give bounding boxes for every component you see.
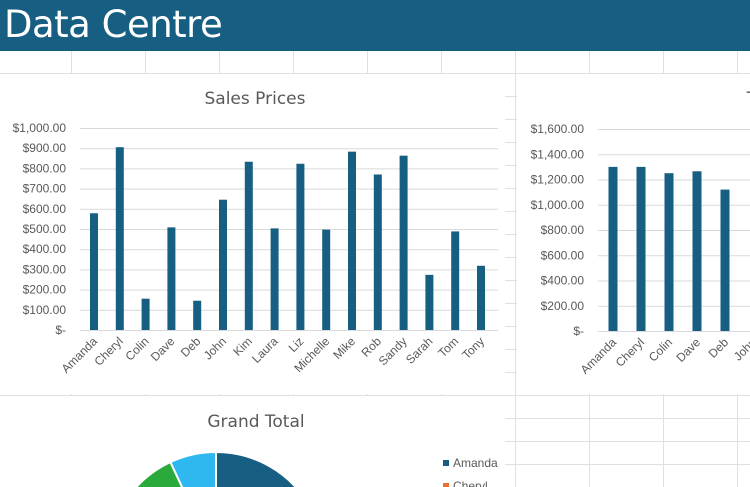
bar-laura[interactable] [270, 228, 279, 330]
y-tick-label: $800.00 [23, 161, 67, 175]
bar-dave[interactable] [167, 227, 176, 330]
y-tick-label: $500.00 [23, 222, 67, 236]
y-tick-label: $1,600.00 [531, 122, 585, 136]
page-header: Data Centre [0, 0, 750, 51]
page-title: Data Centre [4, 3, 223, 46]
legend-label: Amanda [453, 456, 498, 470]
bar-dave[interactable] [692, 171, 702, 331]
legend-swatch [443, 483, 449, 487]
totals-bar-chart[interactable]: T $- $200.00 $400.00 $600.00 $800.00 $1,000.00… [517, 74, 750, 394]
bar-colin[interactable] [141, 298, 150, 330]
spreadsheet-grid[interactable]: Sales Prices $- $100.00 $200.00 $300.00 $400.… [0, 51, 750, 487]
bar-john[interactable] [219, 199, 227, 330]
y-tick-label: $1,400.00 [531, 147, 585, 161]
bar-deb[interactable] [720, 189, 730, 331]
y-tick-label: $100.00 [23, 303, 67, 317]
y-tick-label: $200.00 [541, 299, 585, 313]
bar-sandy[interactable] [399, 155, 408, 330]
y-tick-label: $600.00 [541, 248, 585, 262]
bar-amanda[interactable] [90, 213, 98, 330]
legend-swatch [443, 460, 449, 466]
bar-sarah[interactable] [425, 274, 434, 330]
y-tick-label: $- [55, 323, 66, 337]
pie-slice-amanda[interactable] [215, 450, 308, 487]
bar-mike[interactable] [348, 151, 356, 330]
y-tick-label: $900.00 [23, 141, 67, 155]
sheet-canvas: Sales Prices $- $100.00 $200.00 $300.00 $400.… [0, 51, 750, 487]
bar-liz[interactable] [296, 163, 305, 330]
pie-slice-green[interactable] [133, 460, 216, 487]
bar-tom[interactable] [451, 231, 460, 330]
bar-michelle[interactable] [322, 229, 331, 330]
chart-title: T [746, 89, 750, 109]
chart-title: Sales Prices [205, 89, 306, 109]
y-tick-label: $1,000.00 [531, 198, 585, 212]
chart-title: Grand Total [207, 412, 304, 432]
bar-tony[interactable] [477, 265, 485, 330]
y-tick-label: $1,200.00 [531, 173, 585, 187]
y-tick-label: $300.00 [23, 262, 67, 276]
y-tick-label: $400.00 [23, 242, 67, 256]
bar-colin[interactable] [664, 173, 674, 331]
y-tick-label: $400.00 [541, 274, 585, 288]
bar-kim[interactable] [244, 161, 253, 330]
bar-rob[interactable] [373, 174, 382, 330]
y-tick-label: $800.00 [541, 223, 585, 237]
y-tick-label: $600.00 [23, 202, 67, 216]
y-tick-label: $- [573, 324, 584, 338]
sales-prices-chart[interactable]: Sales Prices $- $100.00 $200.00 $300.00 $400.… [0, 74, 505, 394]
bar-amanda[interactable] [608, 166, 618, 331]
bar-deb[interactable] [193, 300, 202, 330]
legend-label: Cheryl [453, 479, 488, 487]
bar-cheryl[interactable] [115, 147, 124, 330]
grand-total-pie-chart[interactable]: Grand Total Amanda Cheryl [0, 396, 505, 487]
y-tick-label: $700.00 [23, 182, 67, 196]
y-tick-label: $1,000.00 [13, 121, 67, 135]
y-tick-label: $200.00 [23, 283, 67, 297]
bar-cheryl[interactable] [636, 166, 646, 331]
